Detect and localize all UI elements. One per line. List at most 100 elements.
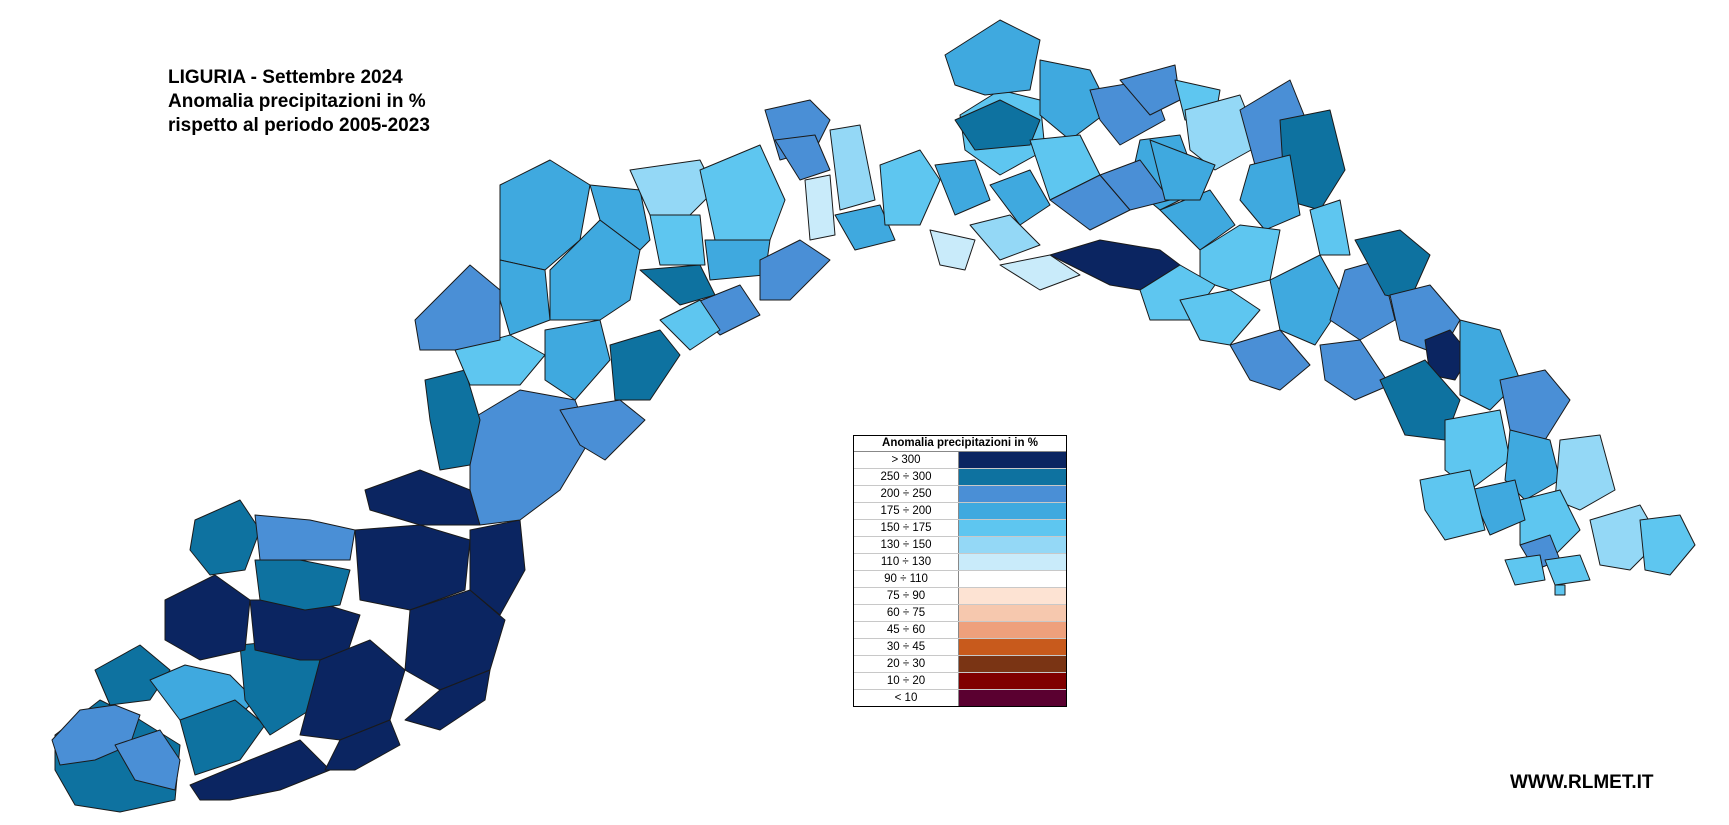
municipality <box>559 399 646 461</box>
legend-swatch <box>959 639 1066 655</box>
legend-row: 10 ÷ 20 <box>854 673 1066 690</box>
legend-row: 150 ÷ 175 <box>854 520 1066 537</box>
municipality <box>324 719 401 771</box>
municipality <box>1149 139 1216 201</box>
municipality <box>254 514 356 561</box>
municipality <box>999 254 1081 291</box>
municipality <box>774 134 831 181</box>
municipality <box>364 469 481 526</box>
municipality <box>1504 554 1546 586</box>
legend-swatch <box>959 622 1066 638</box>
municipality <box>1499 369 1571 441</box>
title-line-3: rispetto al periodo 2005-2023 <box>168 115 430 136</box>
municipality <box>879 149 941 226</box>
municipality <box>934 159 991 216</box>
legend-label: 150 ÷ 175 <box>854 520 959 536</box>
legend-label: 20 ÷ 30 <box>854 656 959 672</box>
legend-row: 110 ÷ 130 <box>854 554 1066 571</box>
legend-swatch <box>959 486 1066 502</box>
legend-row: 20 ÷ 30 <box>854 656 1066 673</box>
municipality <box>1554 434 1616 511</box>
municipality <box>804 174 836 241</box>
legend-swatch <box>959 503 1066 519</box>
legend-row: 200 ÷ 250 <box>854 486 1066 503</box>
municipality <box>759 239 831 301</box>
legend-swatch <box>959 656 1066 672</box>
legend-row: 130 ÷ 150 <box>854 537 1066 554</box>
municipality <box>1039 59 1111 141</box>
map-title: LIGURIA - Settembre 2024 Anomalia precip… <box>168 66 430 138</box>
legend-label: 30 ÷ 45 <box>854 639 959 655</box>
legend-row: 175 ÷ 200 <box>854 503 1066 520</box>
municipality <box>544 319 611 401</box>
legend-swatch <box>959 690 1066 706</box>
legend-row: > 300 <box>854 452 1066 469</box>
municipality <box>404 669 491 731</box>
legend-swatch <box>959 537 1066 553</box>
legend-label: 130 ÷ 150 <box>854 537 959 553</box>
legend-label: 45 ÷ 60 <box>854 622 959 638</box>
municipality <box>829 124 876 211</box>
legend-row: 30 ÷ 45 <box>854 639 1066 656</box>
municipality <box>1639 514 1696 576</box>
title-line-2: Anomalia precipitazioni in % <box>168 91 426 112</box>
municipality <box>469 389 591 526</box>
legend-row: 45 ÷ 60 <box>854 622 1066 639</box>
legend-label: 90 ÷ 110 <box>854 571 959 587</box>
legend-row: 250 ÷ 300 <box>854 469 1066 486</box>
legend-row: 75 ÷ 90 <box>854 588 1066 605</box>
municipality <box>414 264 501 351</box>
legend-label: 175 ÷ 200 <box>854 503 959 519</box>
municipality <box>1504 429 1561 501</box>
municipality <box>589 184 651 251</box>
title-line-1: LIGURIA - Settembre 2024 <box>168 67 403 88</box>
municipality <box>1269 254 1346 346</box>
legend: Anomalia precipitazioni in % > 300 250 ÷ … <box>853 435 1067 707</box>
municipality <box>1469 479 1526 536</box>
municipality <box>189 499 261 576</box>
legend-title: Anomalia precipitazioni in % <box>854 436 1066 452</box>
legend-swatch <box>959 588 1066 604</box>
legend-swatch <box>959 452 1066 468</box>
legend-label: 75 ÷ 90 <box>854 588 959 604</box>
legend-label: 10 ÷ 20 <box>854 673 959 689</box>
municipality <box>164 574 251 661</box>
municipality <box>1309 199 1351 256</box>
municipality <box>1444 409 1511 491</box>
legend-swatch <box>959 571 1066 587</box>
municipality <box>929 229 976 271</box>
legend-swatch <box>959 469 1066 485</box>
legend-swatch <box>959 554 1066 570</box>
municipality <box>989 169 1051 226</box>
municipality <box>659 299 721 351</box>
legend-label: < 10 <box>854 690 959 706</box>
municipality <box>1319 339 1391 401</box>
municipality <box>254 559 351 611</box>
municipality <box>179 699 266 776</box>
legend-label: 250 ÷ 300 <box>854 469 959 485</box>
legend-swatch <box>959 673 1066 689</box>
municipality <box>189 739 331 801</box>
website-label: WWW.RLMET.IT <box>1510 772 1654 793</box>
municipality <box>94 644 171 706</box>
municipality <box>954 99 1041 151</box>
municipality <box>469 519 526 616</box>
municipality <box>649 214 706 266</box>
municipality <box>1179 289 1261 346</box>
municipality <box>114 729 181 791</box>
municipality <box>1419 469 1486 541</box>
municipality <box>454 334 546 386</box>
municipality <box>1544 554 1591 586</box>
municipality <box>699 144 786 241</box>
municipality <box>609 329 681 401</box>
municipality <box>1229 329 1311 391</box>
legend-rows: > 300 250 ÷ 300 200 ÷ 250 175 ÷ 200 150 ÷ 17… <box>854 452 1066 706</box>
municipality <box>1554 584 1566 596</box>
municipality <box>969 214 1041 261</box>
municipality <box>629 159 716 216</box>
legend-label: 60 ÷ 75 <box>854 605 959 621</box>
legend-swatch <box>959 520 1066 536</box>
legend-row: < 10 <box>854 690 1066 706</box>
legend-label: 110 ÷ 130 <box>854 554 959 570</box>
